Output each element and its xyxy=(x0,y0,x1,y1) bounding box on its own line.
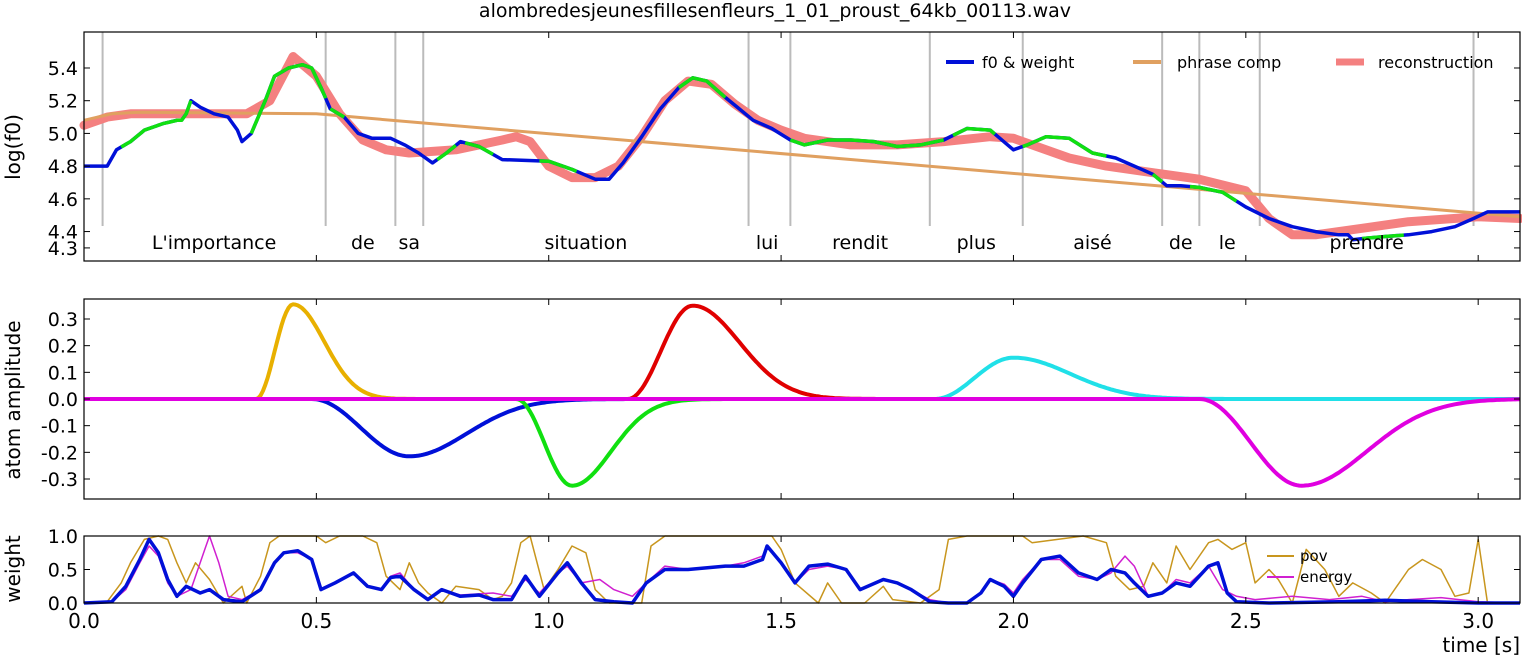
0-ytick-label: 4.8 xyxy=(48,156,78,178)
1-ytick-label: -0.3 xyxy=(41,469,78,491)
legend-energy-label: energy xyxy=(1300,568,1352,586)
0-ytick-label: 4.6 xyxy=(48,189,78,211)
1-ytick-label: 0.2 xyxy=(48,336,78,358)
1-ytick-label: -0.2 xyxy=(41,442,78,464)
0-ytick-label: 5.0 xyxy=(48,123,78,145)
f0-legend: f0 & weight phrase comp reconstruction xyxy=(946,53,1494,72)
1-ytick-label: 0.3 xyxy=(48,309,78,331)
word-label: lui xyxy=(756,232,779,254)
0-ytick-label: 4.3 xyxy=(48,238,78,260)
f0-weighted-segment xyxy=(1361,233,1404,241)
f0-weighted-segment xyxy=(1151,172,1164,184)
f0-weighted-segment xyxy=(436,144,457,162)
xtick-label: 1.5 xyxy=(765,609,797,633)
word-label: de xyxy=(351,232,375,254)
f0-weighted-segment xyxy=(539,159,578,174)
phrase-component-line xyxy=(83,110,1521,219)
f0-weighted-segment xyxy=(1189,184,1238,203)
weight-legend: pov energy xyxy=(1267,547,1352,586)
word-label: situation xyxy=(545,232,628,254)
f0-weighted-segment xyxy=(1022,134,1107,158)
atom-curve xyxy=(84,303,1520,401)
2-ytick-label: 1.0 xyxy=(48,526,78,548)
f0-line xyxy=(84,62,1520,242)
0-ytick-label: 4.4 xyxy=(48,222,78,244)
x-axis-label: time [s] xyxy=(1442,633,1520,657)
word-label: prendre xyxy=(1329,232,1403,254)
atom-curve xyxy=(84,397,1520,459)
weight-line xyxy=(83,537,1520,605)
weight-panel: 0.0 0.5 1.0 weight pov energy xyxy=(1,526,1521,615)
2-ytick-label: 0.0 xyxy=(48,593,78,615)
f0-weighted-segment xyxy=(789,138,944,149)
f0-panel-frame xyxy=(83,31,1521,262)
f0-ylabel: log(f0) xyxy=(1,114,25,180)
xtick-label: 0.5 xyxy=(300,609,332,633)
xtick-label: 0.0 xyxy=(68,609,100,633)
atom-curve xyxy=(84,302,1520,401)
word-label: le xyxy=(1219,232,1236,254)
0-ytick-label: 5.4 xyxy=(48,58,78,80)
pov-line xyxy=(83,535,1520,604)
xtick-label: 2.0 xyxy=(998,609,1030,633)
x-axis: 0.0 0.5 1.0 1.5 2.0 2.5 3.0 xyxy=(68,32,1494,633)
atom-curve xyxy=(84,397,1520,488)
f0-weighted-segment xyxy=(464,141,494,156)
1-ytick-label: 0.0 xyxy=(48,389,78,411)
1-ytick-label: -0.1 xyxy=(41,416,78,438)
f0-weighted-segment xyxy=(677,76,727,99)
legend-f0-label: f0 & weight xyxy=(982,53,1074,72)
f0-weighted-segment xyxy=(120,100,193,149)
atom-panel: -0.3 -0.2 -0.1 0.0 0.1 0.2 0.3 atom amplitude xyxy=(1,298,1521,500)
f0-weighted-segment xyxy=(249,62,328,135)
atom-curve xyxy=(84,397,1520,488)
0-ytick-label: 5.2 xyxy=(48,91,78,113)
2-ytick-label: 0.5 xyxy=(48,560,78,582)
word-label: plus xyxy=(957,232,996,254)
xtick-label: 3.0 xyxy=(1462,609,1494,633)
word-label: rendit xyxy=(832,232,888,254)
word-label: aisé xyxy=(1073,232,1112,254)
f0-panel: L'importance de sa situation lui rendit plus ai… xyxy=(1,31,1522,262)
weight-ylabel: weight xyxy=(1,535,25,603)
word-label: L'importance xyxy=(152,232,276,254)
legend-phrase-label: phrase comp xyxy=(1177,53,1281,72)
word-label: sa xyxy=(399,232,421,254)
legend-pov-label: pov xyxy=(1300,547,1328,565)
atom-ylabel: atom amplitude xyxy=(1,320,25,479)
f0-weighted-segment xyxy=(952,126,997,137)
word-label: de xyxy=(1169,232,1193,254)
xtick-label: 2.5 xyxy=(1230,609,1262,633)
figure-title: alombredesjeunesfillesenfleurs_1_01_prou… xyxy=(479,0,1071,22)
xtick-label: 1.0 xyxy=(533,609,565,633)
f0-weighted-segment xyxy=(329,107,346,119)
legend-reconstruction-label: reconstruction xyxy=(1378,53,1494,72)
1-ytick-label: 0.1 xyxy=(48,362,78,384)
